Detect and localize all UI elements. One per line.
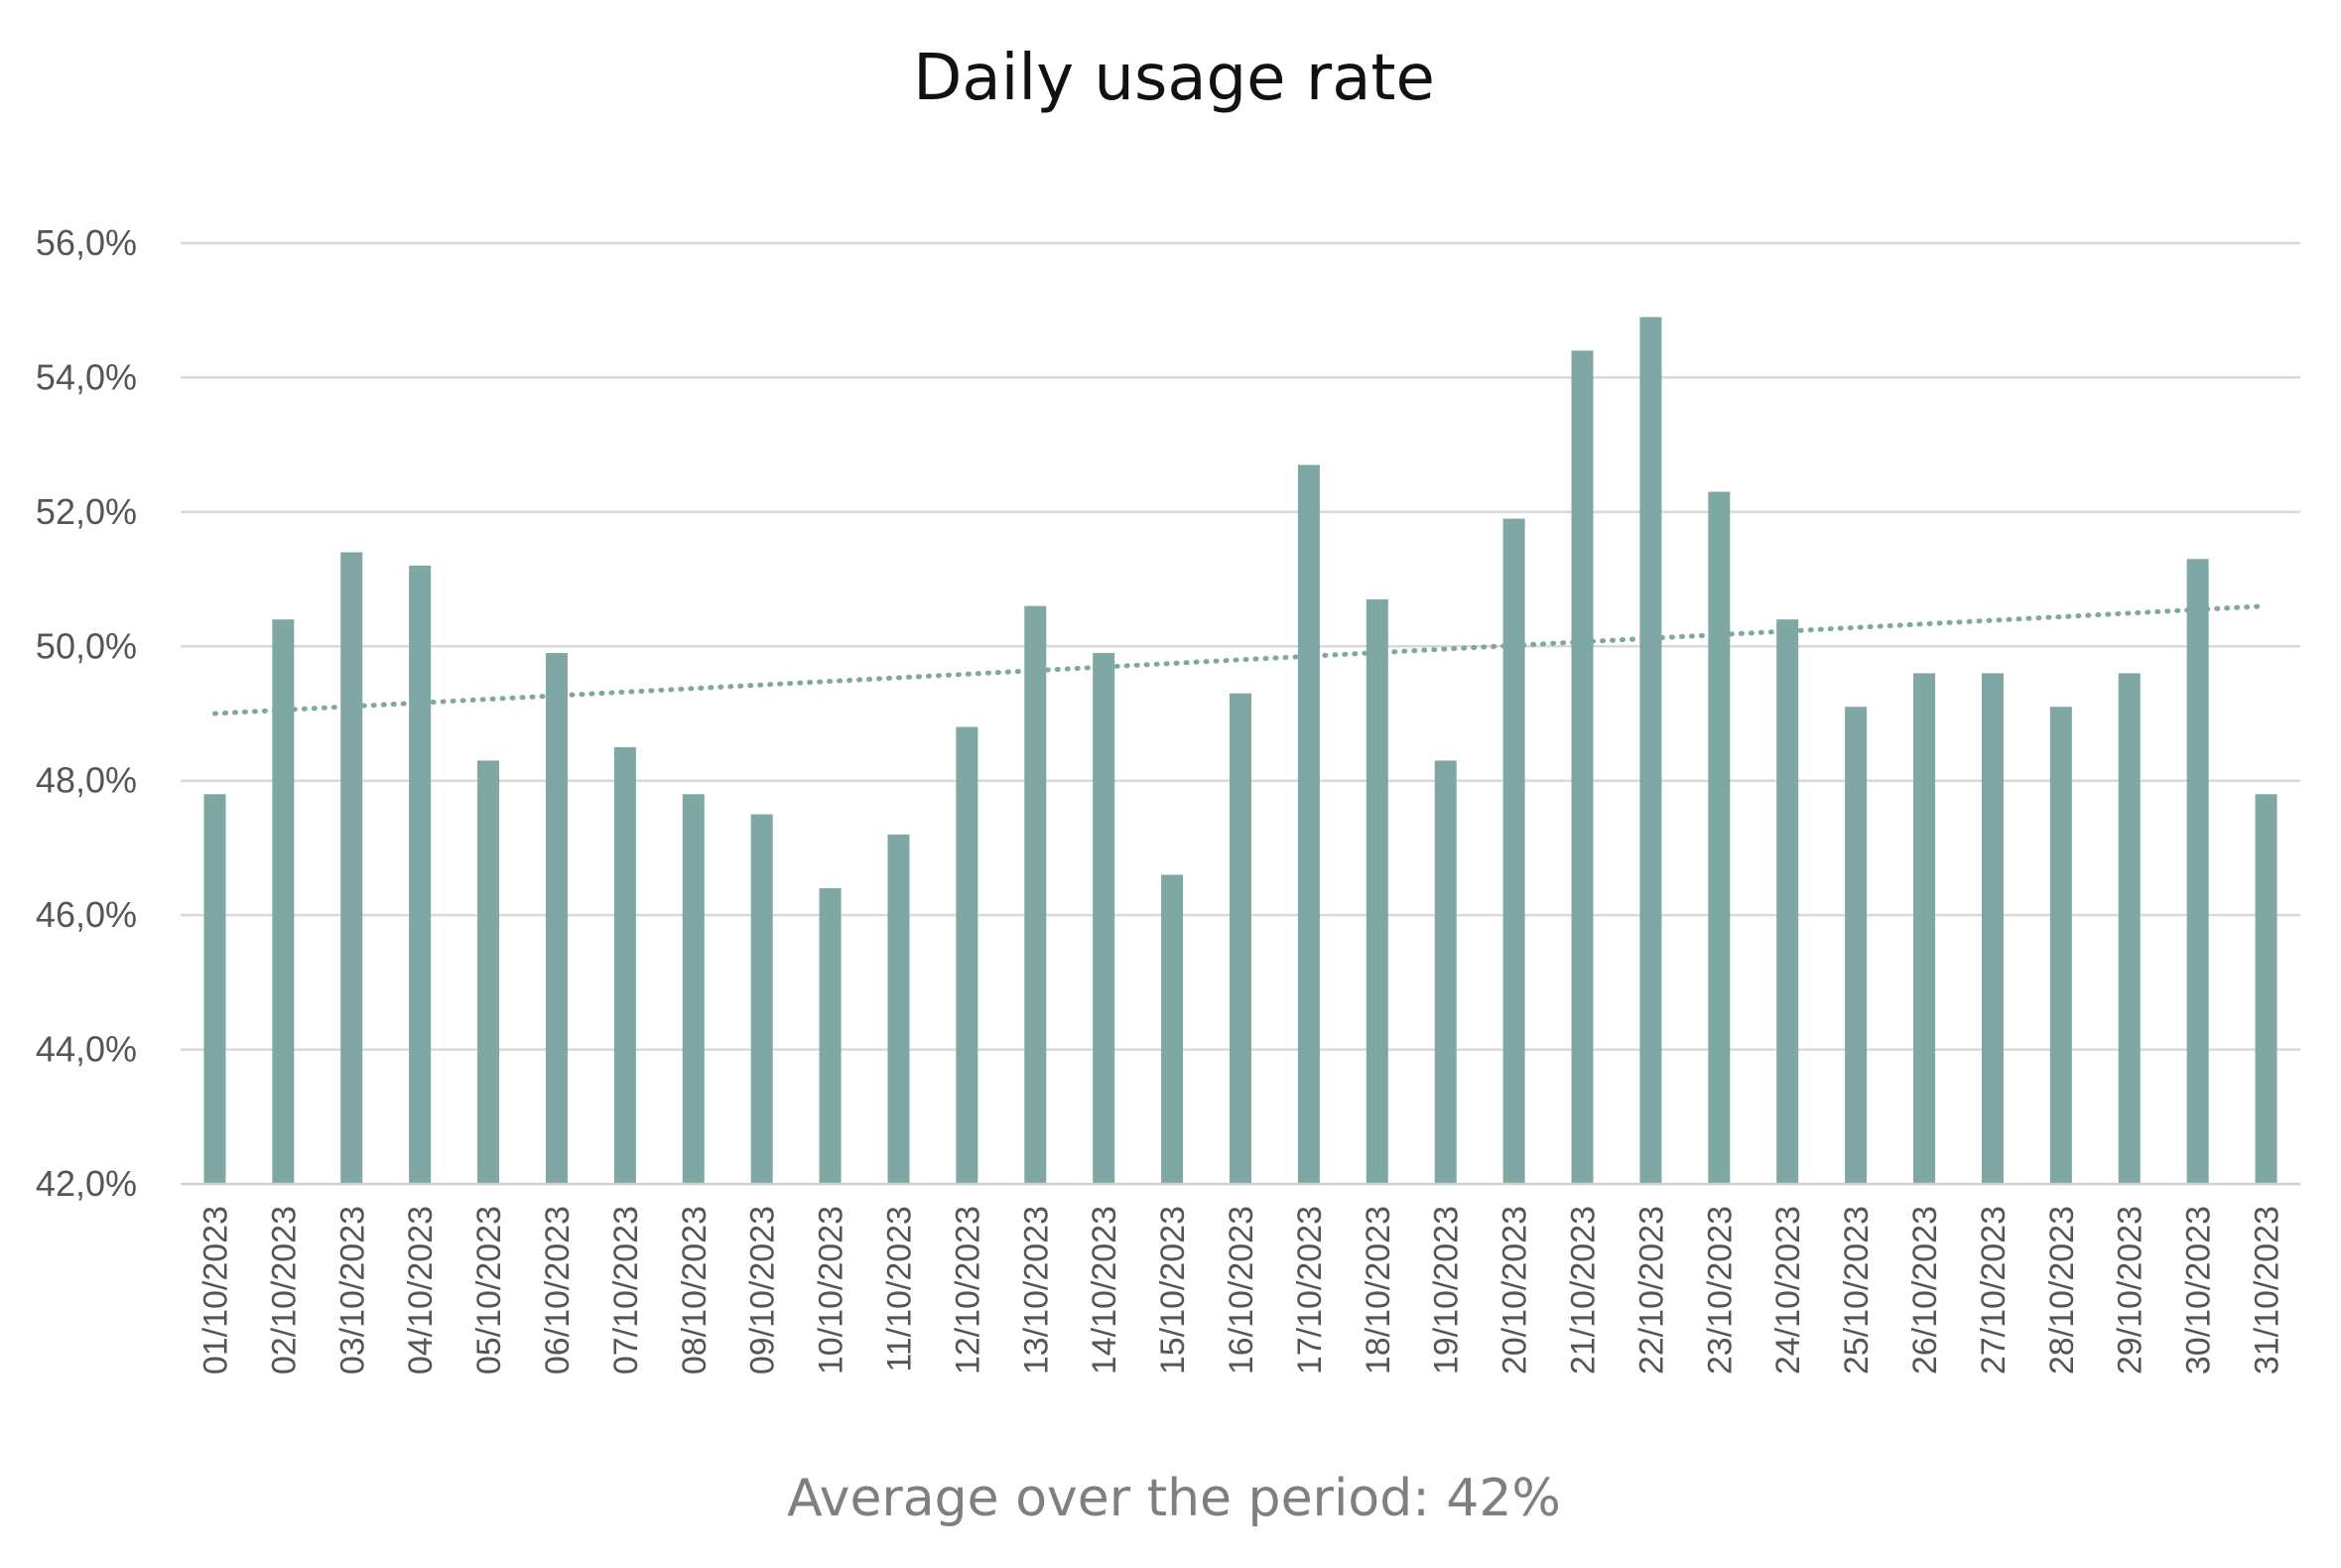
x-tick-label: 27/10/2023 (1975, 1206, 2013, 1374)
x-tick-label: 28/10/2023 (2043, 1206, 2081, 1374)
y-tick-label: 48,0% (36, 760, 137, 801)
bar (682, 794, 705, 1184)
x-tick-label: 29/10/2023 (2112, 1206, 2149, 1374)
y-tick-label: 46,0% (36, 894, 137, 935)
x-tick-label: 01/10/2023 (196, 1206, 234, 1374)
bar (2118, 673, 2141, 1184)
bar (956, 726, 978, 1184)
bar (2049, 707, 2072, 1184)
bar (1366, 598, 1388, 1184)
bar (203, 794, 226, 1184)
bar (477, 760, 500, 1184)
x-tick-label: 31/10/2023 (2249, 1206, 2286, 1374)
y-tick-label: 50,0% (36, 625, 137, 666)
bar (1708, 491, 1731, 1184)
y-tick-label: 54,0% (36, 356, 137, 397)
y-tick-label: 52,0% (36, 491, 137, 532)
x-tick-label: 13/10/2023 (1017, 1206, 1055, 1374)
x-tick-label: 03/10/2023 (333, 1206, 371, 1374)
x-tick-label: 05/10/2023 (470, 1206, 508, 1374)
bar (750, 814, 773, 1184)
bar (1913, 673, 1936, 1184)
bar (1571, 350, 1594, 1184)
x-tick-label: 24/10/2023 (1769, 1206, 1807, 1374)
bar (545, 653, 568, 1184)
x-tick-label: 16/10/2023 (1223, 1206, 1260, 1374)
x-tick-label: 08/10/2023 (676, 1206, 714, 1374)
x-tick-label: 25/10/2023 (1838, 1206, 1876, 1374)
chart-caption: Average over the period: 42% (787, 1469, 1561, 1528)
chart-title: Daily usage rate (913, 42, 1435, 115)
x-tick-label: 09/10/2023 (744, 1206, 782, 1374)
x-tick-label: 22/10/2023 (1632, 1206, 1670, 1374)
x-tick-label: 18/10/2023 (1360, 1206, 1397, 1374)
x-tick-label: 04/10/2023 (402, 1206, 440, 1374)
x-tick-label: 23/10/2023 (1701, 1206, 1739, 1374)
x-tick-label: 02/10/2023 (265, 1206, 303, 1374)
bar (272, 619, 295, 1184)
y-tick-label: 44,0% (36, 1029, 137, 1070)
bar (1024, 605, 1047, 1184)
bar (1093, 653, 1115, 1184)
bar (1434, 760, 1457, 1184)
y-tick-label: 42,0% (36, 1163, 137, 1204)
x-tick-label: 11/10/2023 (880, 1206, 918, 1372)
bar (1639, 317, 1662, 1184)
x-tick-label: 21/10/2023 (1565, 1206, 1603, 1374)
bar (819, 888, 842, 1184)
x-tick-label: 14/10/2023 (1086, 1206, 1123, 1374)
x-tick-label: 06/10/2023 (539, 1206, 577, 1374)
x-tick-label: 30/10/2023 (2180, 1206, 2218, 1374)
x-tick-label: 15/10/2023 (1154, 1206, 1192, 1374)
bar (1845, 707, 1868, 1184)
bar (2255, 794, 2277, 1184)
x-tick-label: 07/10/2023 (607, 1206, 645, 1374)
bar (2186, 559, 2209, 1184)
x-tick-label: 17/10/2023 (1291, 1206, 1329, 1374)
x-tick-label: 10/10/2023 (813, 1206, 850, 1374)
x-tick-label: 20/10/2023 (1496, 1206, 1534, 1374)
y-axis-ticks: 42,0% 44,0% 46,0% 48,0% 50,0% 52,0% 54,0% 56,0% (36, 222, 137, 1204)
x-tick-label: 19/10/2023 (1428, 1206, 1466, 1374)
x-axis-ticks: 01/10/2023 02/10/2023 03/10/2023 04/10/2023… (196, 1206, 2285, 1374)
bar (613, 746, 636, 1184)
y-tick-label: 56,0% (36, 222, 137, 263)
bar (887, 834, 910, 1184)
x-tick-label: 12/10/2023 (949, 1206, 986, 1374)
bar (409, 566, 432, 1184)
bar (1502, 518, 1525, 1184)
bar (1297, 464, 1320, 1184)
bar (1981, 673, 2004, 1184)
bar (1776, 619, 1799, 1184)
x-tick-label: 26/10/2023 (1906, 1206, 1944, 1374)
bar (1161, 874, 1184, 1184)
bar (340, 552, 363, 1184)
bars (203, 317, 2277, 1184)
bar (1230, 693, 1251, 1184)
